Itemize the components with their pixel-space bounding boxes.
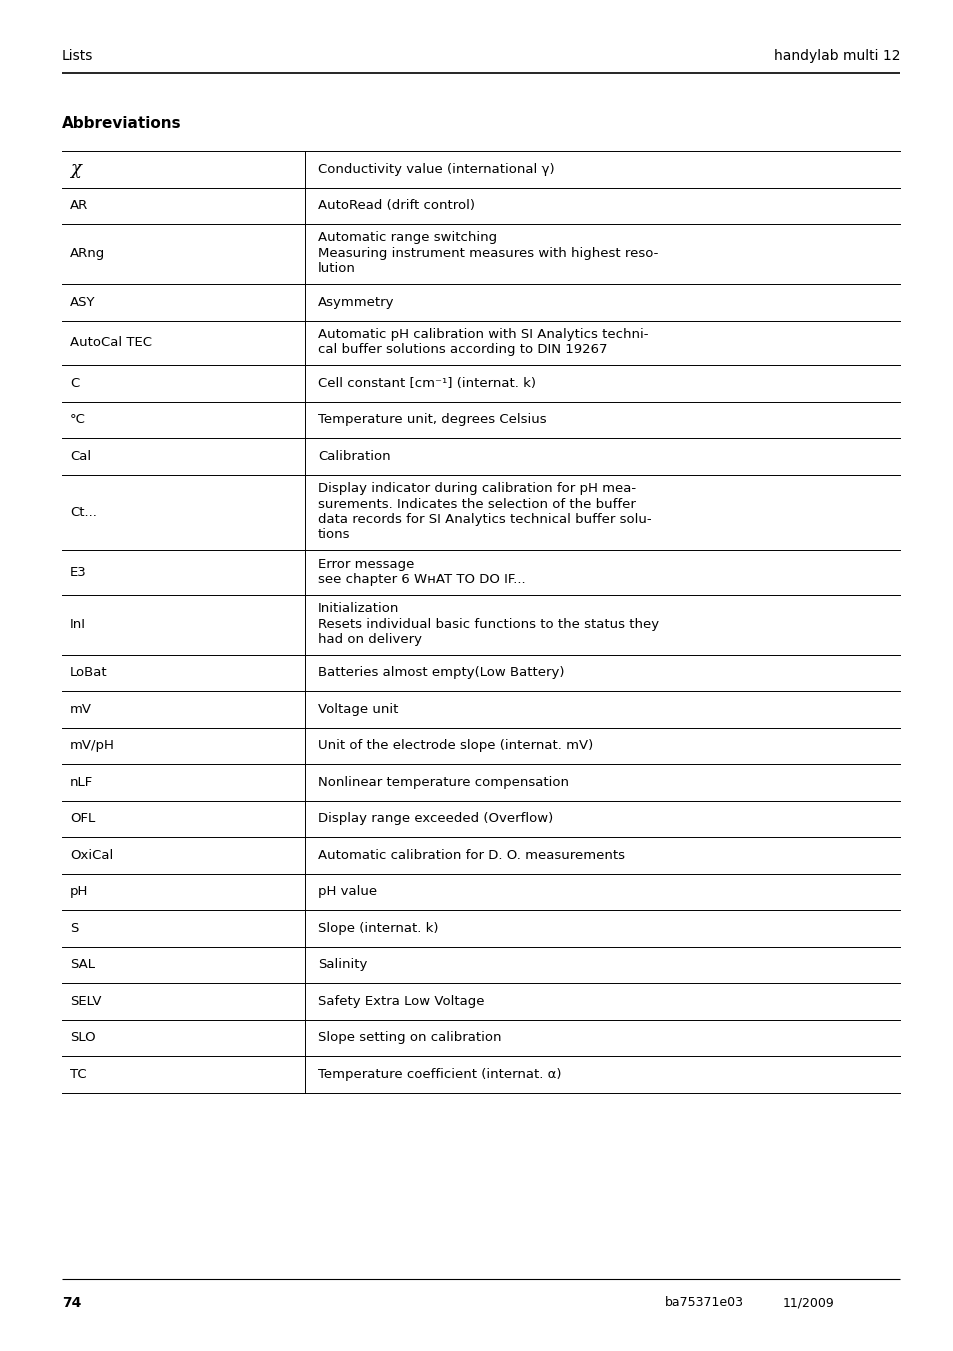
Text: Ct...: Ct... [70, 505, 97, 519]
Text: AR: AR [70, 199, 89, 212]
Text: Unit of the electrode slope (internat. mV): Unit of the electrode slope (internat. m… [317, 739, 593, 753]
Text: surements. Indicates the selection of the buffer: surements. Indicates the selection of th… [317, 497, 636, 511]
Text: tions: tions [317, 528, 350, 542]
Text: Cell constant [cm⁻¹] (internat. k): Cell constant [cm⁻¹] (internat. k) [317, 377, 536, 389]
Text: lution: lution [317, 262, 355, 276]
Text: Nonlinear temperature compensation: Nonlinear temperature compensation [317, 775, 568, 789]
Text: data records for SI Analytics technical buffer solu-: data records for SI Analytics technical … [317, 513, 651, 526]
Text: ba75371e03: ba75371e03 [664, 1296, 743, 1309]
Text: Initialization: Initialization [317, 603, 399, 615]
Text: Slope (internat. k): Slope (internat. k) [317, 921, 438, 935]
Text: Conductivity value (international γ): Conductivity value (international γ) [317, 162, 554, 176]
Text: pH value: pH value [317, 885, 376, 898]
Text: LoBat: LoBat [70, 666, 108, 680]
Text: Asymmetry: Asymmetry [317, 296, 395, 309]
Text: Temperature unit, degrees Celsius: Temperature unit, degrees Celsius [317, 413, 546, 427]
Text: 11/2009: 11/2009 [781, 1296, 834, 1309]
Text: mV/pH: mV/pH [70, 739, 114, 753]
Text: Automatic pH calibration with SI Analytics techni-: Automatic pH calibration with SI Analyti… [317, 328, 648, 340]
Text: Automatic range switching: Automatic range switching [317, 231, 497, 245]
Text: OxiCal: OxiCal [70, 848, 113, 862]
Text: Temperature coefficient (internat. α): Temperature coefficient (internat. α) [317, 1067, 561, 1081]
Text: pH: pH [70, 885, 89, 898]
Text: ARng: ARng [70, 247, 105, 261]
Text: ASY: ASY [70, 296, 95, 309]
Text: Lists: Lists [62, 49, 93, 63]
Text: mV: mV [70, 703, 91, 716]
Text: °C: °C [70, 413, 86, 427]
Text: Display indicator during calibration for pH mea-: Display indicator during calibration for… [317, 482, 636, 494]
Text: Safety Extra Low Voltage: Safety Extra Low Voltage [317, 994, 484, 1008]
Text: SAL: SAL [70, 958, 95, 971]
Text: cal buffer solutions according to DIN 19267: cal buffer solutions according to DIN 19… [317, 343, 607, 357]
Text: 74: 74 [62, 1296, 81, 1310]
Text: Voltage unit: Voltage unit [317, 703, 398, 716]
Text: SELV: SELV [70, 994, 101, 1008]
Text: OFL: OFL [70, 812, 95, 825]
Text: E3: E3 [70, 566, 87, 578]
Text: AutoRead (drift control): AutoRead (drift control) [317, 199, 475, 212]
Text: Resets individual basic functions to the status they: Resets individual basic functions to the… [317, 617, 659, 631]
Text: Error message: Error message [317, 558, 414, 570]
Text: Cal: Cal [70, 450, 91, 463]
Text: Measuring instrument measures with highest reso-: Measuring instrument measures with highe… [317, 247, 658, 259]
Text: Batteries almost empty(Low Battery): Batteries almost empty(Low Battery) [317, 666, 564, 680]
Text: SLO: SLO [70, 1031, 95, 1044]
Text: C: C [70, 377, 79, 389]
Text: TC: TC [70, 1067, 87, 1081]
Text: Display range exceeded (Overflow): Display range exceeded (Overflow) [317, 812, 553, 825]
Text: see chapter 6 WʜAT TO DO IF...: see chapter 6 WʜAT TO DO IF... [317, 573, 525, 586]
Text: Salinity: Salinity [317, 958, 367, 971]
Text: S: S [70, 921, 78, 935]
Text: handylab multi 12: handylab multi 12 [773, 49, 899, 63]
Text: χ: χ [70, 161, 81, 178]
Text: InI: InI [70, 617, 86, 631]
Text: had on delivery: had on delivery [317, 634, 421, 646]
Text: nLF: nLF [70, 775, 93, 789]
Text: Abbreviations: Abbreviations [62, 116, 181, 131]
Text: AutoCal TEC: AutoCal TEC [70, 336, 152, 350]
Text: Slope setting on calibration: Slope setting on calibration [317, 1031, 501, 1044]
Text: Calibration: Calibration [317, 450, 390, 463]
Text: Automatic calibration for D. O. measurements: Automatic calibration for D. O. measurem… [317, 848, 624, 862]
